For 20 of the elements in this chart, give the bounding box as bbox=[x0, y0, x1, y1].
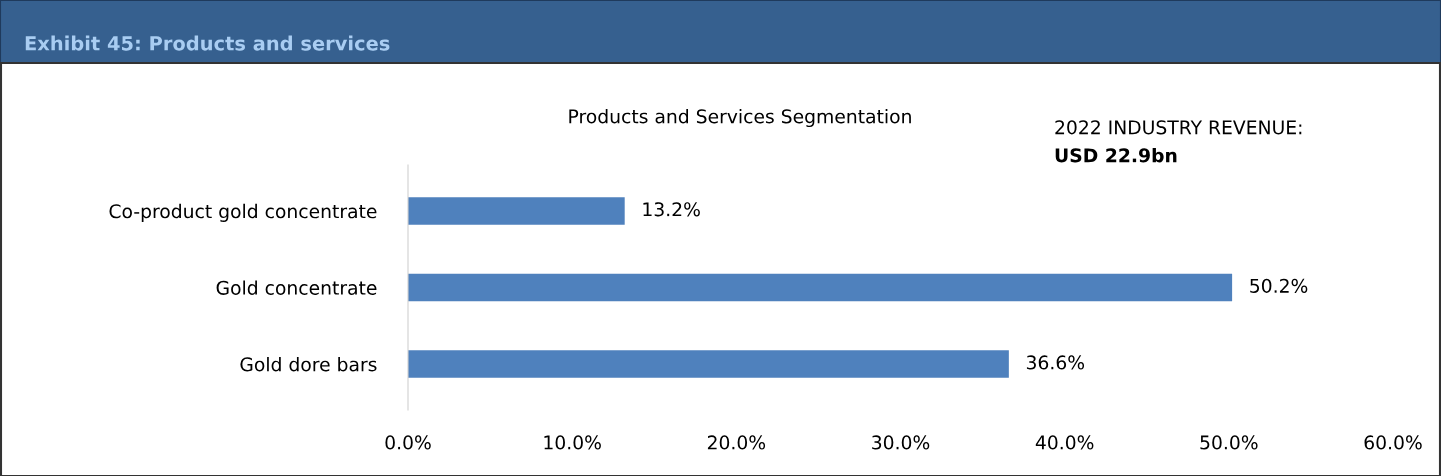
text: USD 22.9bn bbox=[1055, 147, 1177, 163]
bar bbox=[408, 197, 625, 225]
y-tick-label: Co-product gold concentrate bbox=[109, 203, 377, 222]
y-tick-label: Gold dore bars bbox=[240, 356, 377, 372]
x-tick-label: 50.0% bbox=[1200, 435, 1258, 450]
data-label: 13.2% bbox=[643, 202, 700, 217]
x-tick-label: 10.0% bbox=[544, 435, 601, 450]
x-tick-label: 40.0% bbox=[1035, 435, 1094, 450]
bar bbox=[408, 350, 1009, 378]
y-tick-label: Gold concentrate bbox=[216, 280, 377, 295]
chart-subtitle: Products and Services Segmentation bbox=[569, 108, 911, 128]
text: Exhibit 45: Products and services bbox=[25, 35, 390, 51]
text: 2022 INDUSTRY REVENUE: bbox=[1055, 120, 1302, 135]
x-tick-label: 20.0% bbox=[707, 435, 766, 450]
data-label: 36.6% bbox=[1026, 355, 1085, 370]
x-tick-label: 60.0% bbox=[1364, 435, 1422, 450]
data-label: 50.2% bbox=[1250, 278, 1308, 293]
x-tick-label: 30.0% bbox=[872, 435, 930, 450]
bar bbox=[408, 273, 1233, 302]
x-tick-label: 0.0% bbox=[385, 435, 431, 450]
